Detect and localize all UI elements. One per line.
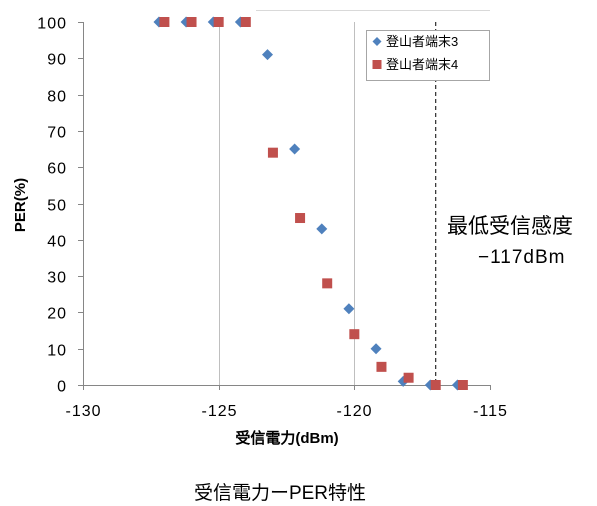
series-2-square-point [295, 213, 306, 224]
y-tick-label: 100 [37, 16, 67, 33]
series-2-square-point [267, 147, 278, 158]
gridlines [219, 22, 355, 385]
y-tick-label: 80 [47, 89, 67, 106]
annotation-value: −117dBm [478, 247, 565, 268]
series-2-square-point [240, 17, 251, 27]
series-2-square-point [457, 380, 468, 390]
figure-caption: 受信電力ーPER特性 [194, 482, 366, 504]
legend-label-series-1: 登山者端末3 [386, 34, 458, 49]
y-axis-label: PER(%) [12, 178, 29, 232]
legend-box [366, 30, 490, 81]
y-tick-label: 40 [47, 234, 67, 251]
series-2-square-point [403, 372, 414, 383]
y-tick-label: 70 [47, 125, 67, 142]
y-tick-label: 10 [47, 343, 67, 360]
legend-square-icon [372, 60, 382, 69]
legend-label-series-2: 登山者端末4 [386, 57, 458, 72]
x-tick-label: -115 [473, 403, 508, 420]
series-2-square-point [349, 329, 360, 340]
series-2-square-point [430, 380, 441, 390]
y-tick-label: 20 [47, 306, 67, 323]
y-tick-label: 0 [57, 379, 67, 396]
series-1-diamond-point [343, 303, 355, 315]
series-2-square-point [213, 17, 224, 27]
x-tick-label: -130 [65, 403, 101, 420]
data-points [153, 16, 468, 391]
x-tick-label: -120 [336, 403, 372, 420]
annotation-label: 最低受信感度 [447, 215, 573, 238]
series-1-diamond-point [316, 223, 328, 235]
x-axis-label: 受信電力(dBm) [235, 429, 338, 447]
y-tick-label: 30 [47, 270, 67, 287]
series-2-square-point [159, 17, 170, 27]
x-tick-label: -125 [201, 403, 237, 420]
series-2-square-point [322, 278, 333, 289]
series-2-square-point [376, 361, 387, 372]
y-tick-label: 60 [47, 161, 67, 178]
axes [83, 22, 490, 386]
tick-marks-and-labels: 0 10 20 30 40 50 60 70 80 90 100 -130 -125 -120 -115 [37, 16, 508, 421]
legend-diamond-icon [372, 37, 382, 46]
series-1-diamond-point [289, 143, 301, 155]
series-1-diamond-point [262, 49, 274, 61]
y-tick-label: 50 [47, 198, 67, 215]
y-tick-label: 90 [47, 52, 67, 69]
series-1-diamond-point [370, 343, 382, 355]
legend: 登山者端末3 登山者端末4 [366, 30, 490, 81]
series-2-square-point [186, 17, 197, 27]
